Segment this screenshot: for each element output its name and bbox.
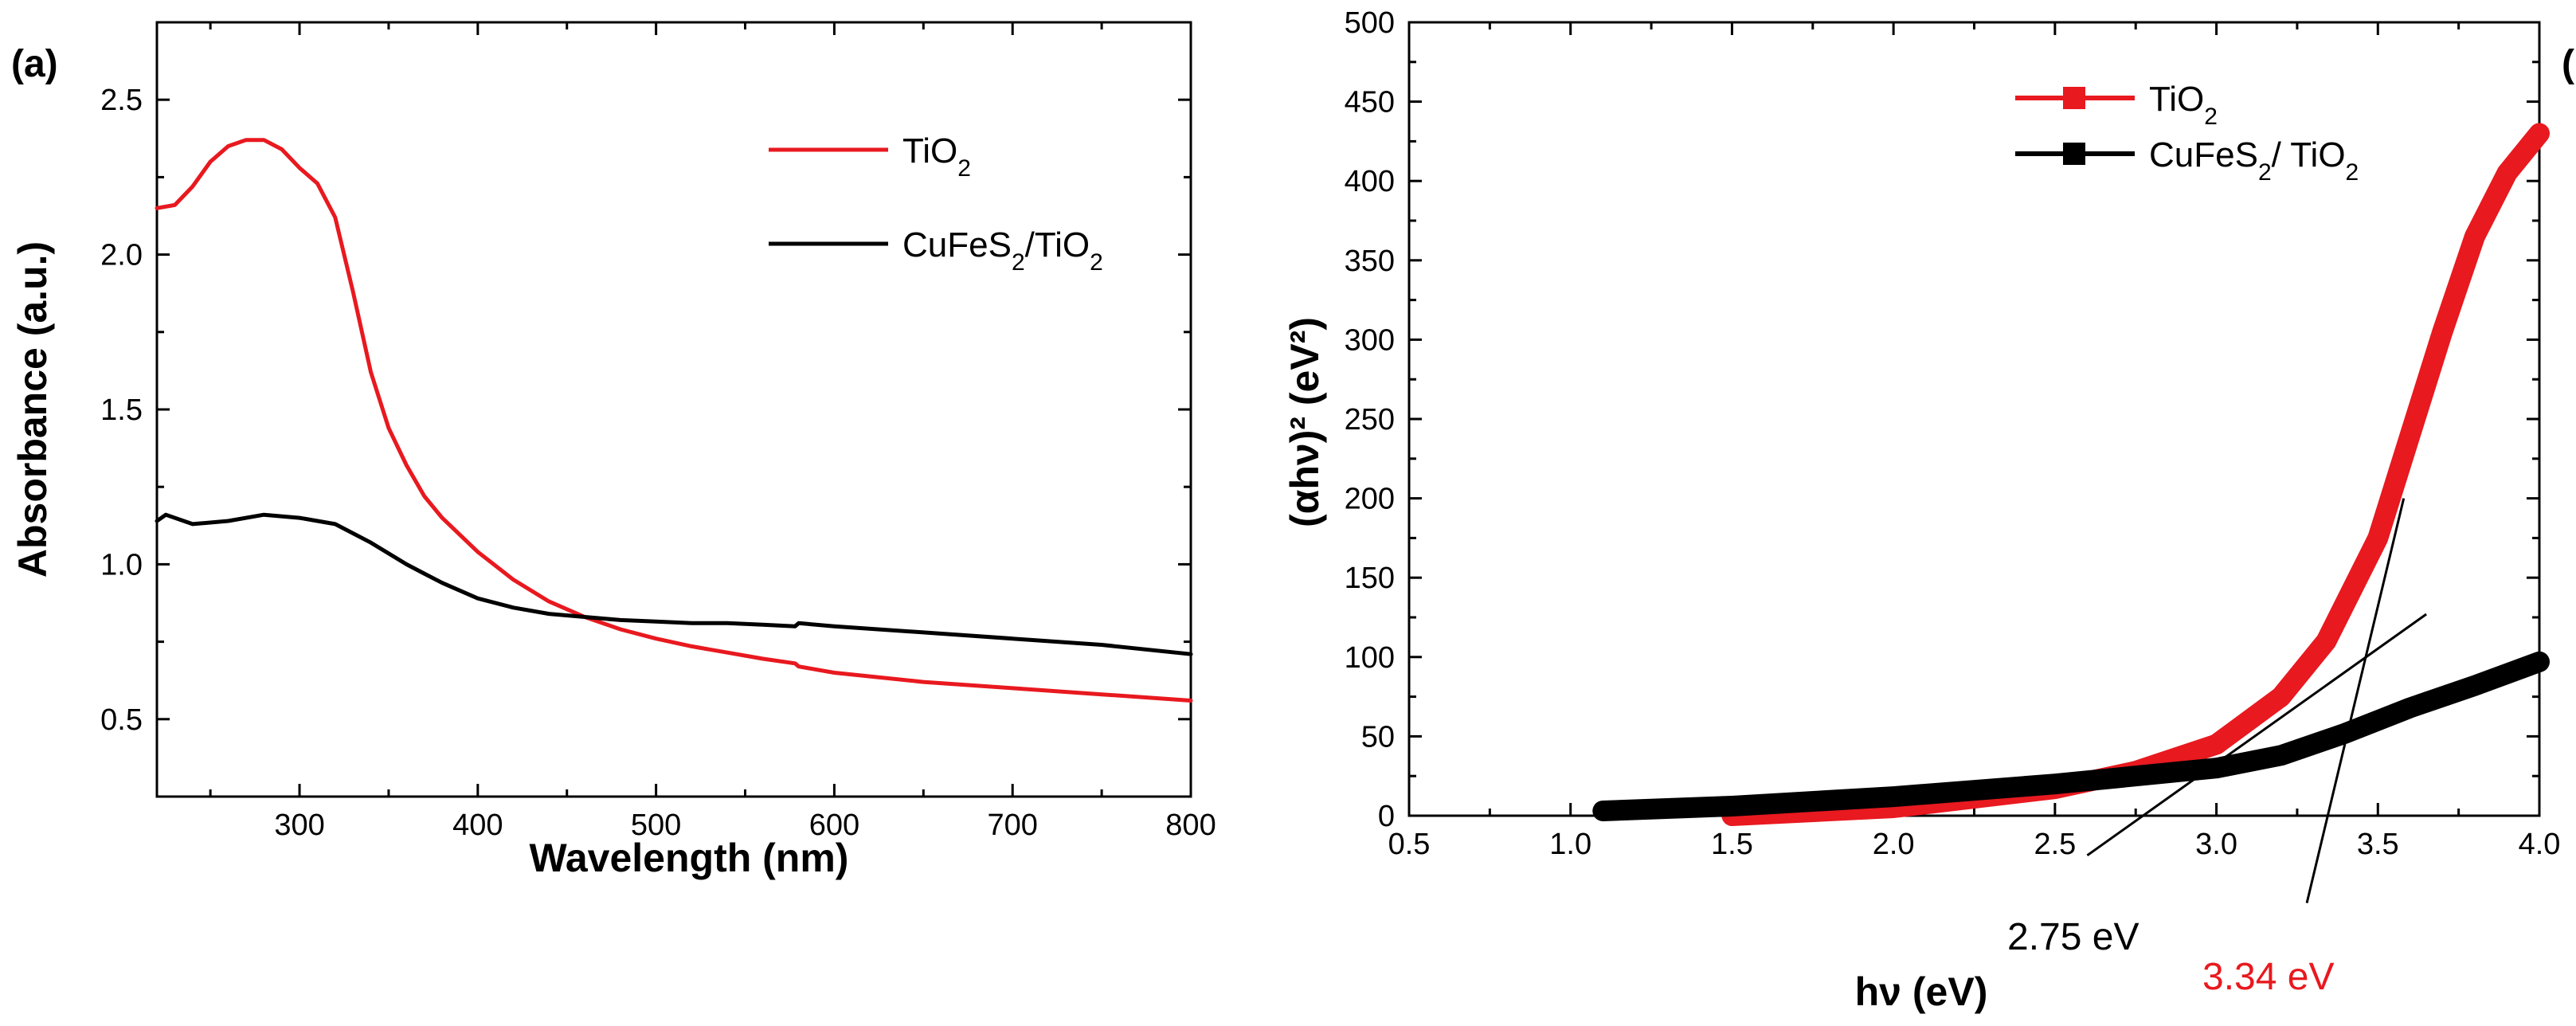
legend-marker: [2063, 143, 2085, 165]
x-tick-label: 300: [274, 809, 324, 842]
y-tick-label: 350: [1345, 245, 1395, 278]
y-tick-label: 250: [1345, 403, 1395, 437]
x-tick-label: 700: [988, 809, 1038, 842]
x-tick-label: 800: [1165, 809, 1216, 842]
panel-a-y-axis-title: Absorbance (a.u.): [10, 241, 55, 578]
bandgap-annotation: 3.34 eV: [2202, 956, 2334, 998]
y-tick-label: 2.5: [100, 84, 143, 117]
x-tick-label: 3.0: [2195, 828, 2237, 861]
bandgap-annotation: 2.75 eV: [2007, 916, 2139, 958]
y-tick-label: 1.0: [100, 548, 143, 582]
x-tick-label: 400: [452, 809, 503, 842]
figure: (a) 300 400 500 600 700 800 0.5 1.0 1.5 2.0 2.5 Wa…: [0, 0, 2576, 1022]
x-tick-label: 2.5: [2034, 828, 2076, 861]
panel-b-label: (b): [2562, 43, 2576, 85]
y-tick-label: 0.5: [100, 703, 143, 737]
y-tick-label: 150: [1345, 562, 1395, 595]
legend-marker: [2063, 87, 2085, 109]
y-tick-label: 500: [1345, 6, 1395, 40]
x-tick-label: 3.5: [2357, 828, 2399, 861]
y-tick-label: 2.0: [100, 239, 143, 272]
y-tick-label: 200: [1345, 483, 1395, 516]
x-tick-label: 1.5: [1711, 828, 1753, 861]
panel-b-x-axis-title: hν (eV): [1855, 969, 1988, 1014]
x-tick-label: 4.0: [2519, 828, 2561, 861]
y-tick-label: 400: [1345, 165, 1395, 198]
figure-canvas: (a) 300 400 500 600 700 8000.51.01.52.02.5 Wa…: [0, 0, 2576, 1022]
x-tick-label: 1.0: [1549, 828, 1591, 861]
panel-a-label: (a): [11, 43, 58, 85]
y-tick-label: 100: [1345, 641, 1395, 675]
y-tick-label: 0: [1378, 800, 1395, 833]
panel-b-y-axis-title: (αhν)² (eV²): [1282, 317, 1327, 527]
x-tick-label: 2.0: [1873, 828, 1915, 861]
y-tick-label: 50: [1361, 720, 1395, 754]
panel-a-x-axis-title: Wavelength (nm): [530, 836, 849, 880]
y-tick-label: 1.5: [100, 394, 143, 427]
y-tick-label: 450: [1345, 86, 1395, 119]
y-tick-label: 300: [1345, 323, 1395, 357]
